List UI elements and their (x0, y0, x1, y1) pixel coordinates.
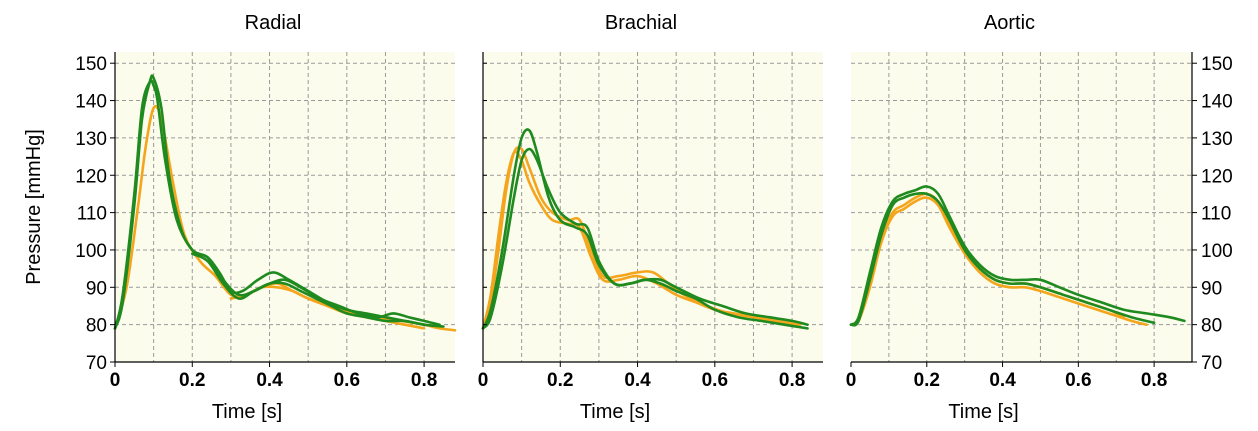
panel-title: Radial (245, 12, 302, 34)
x-tick-label: 0.2 (547, 370, 573, 391)
panel-title: Brachial (605, 12, 677, 34)
series-line-3 (481, 128, 809, 330)
plot-area-radial (115, 52, 455, 362)
y-tick-label: 90 (1201, 278, 1222, 299)
series-line-4 (113, 79, 441, 330)
x-tick-label: 0.2 (179, 370, 205, 391)
x-tick-label: 0.2 (914, 370, 940, 391)
y-tick-label: 70 (86, 353, 107, 374)
x-tick-label: 0.6 (334, 370, 360, 391)
y-tick-label: 100 (75, 241, 107, 262)
y-tick-label: 140 (75, 92, 107, 113)
y-tick-label: 140 (1201, 92, 1233, 113)
y-tick-label: 120 (75, 166, 107, 187)
x-tick-label: 0.8 (1141, 370, 1167, 391)
x-tick-label: 0.4 (256, 370, 283, 391)
x-tick-label: 0.6 (1065, 370, 1091, 391)
series-line-1 (849, 196, 1148, 327)
x-axis-label: Time [s] (212, 401, 282, 423)
y-tick-label: 90 (86, 278, 107, 299)
y-tick-label: 120 (1201, 166, 1233, 187)
x-tick-label: 0.4 (624, 370, 651, 391)
y-tick-label: 110 (77, 204, 107, 225)
x-tick-label: 0 (846, 370, 857, 391)
x-tick-label: 0 (110, 370, 121, 391)
y-tick-label: 110 (1201, 204, 1231, 225)
series-line-3 (849, 185, 1186, 326)
series-line-5 (191, 252, 445, 328)
x-tick-label: 0.8 (411, 370, 437, 391)
series-line-4 (481, 147, 809, 330)
x-tick-label: 0.4 (989, 370, 1016, 391)
panel-title: Aortic (984, 12, 1035, 34)
plot-area-brachial (483, 52, 823, 362)
x-axis-label: Time [s] (580, 401, 650, 423)
series-line-4 (849, 191, 1156, 327)
x-tick-label: 0.8 (779, 370, 805, 391)
y-tick-label: 70 (1201, 353, 1222, 374)
y-axis-label: Pressure [mmHg] (23, 129, 45, 285)
y-tick-label: 150 (75, 54, 107, 75)
y-tick-label: 130 (1201, 129, 1233, 150)
y-tick-label: 130 (75, 129, 107, 150)
y-tick-label: 150 (1201, 54, 1233, 75)
y-tick-label: 100 (1201, 241, 1233, 262)
x-axis-label: Time [s] (948, 401, 1018, 423)
y-tick-label: 80 (1201, 316, 1222, 337)
x-tick-label: 0.6 (702, 370, 728, 391)
y-tick-label: 80 (86, 316, 107, 337)
x-tick-label: 0 (478, 370, 489, 391)
